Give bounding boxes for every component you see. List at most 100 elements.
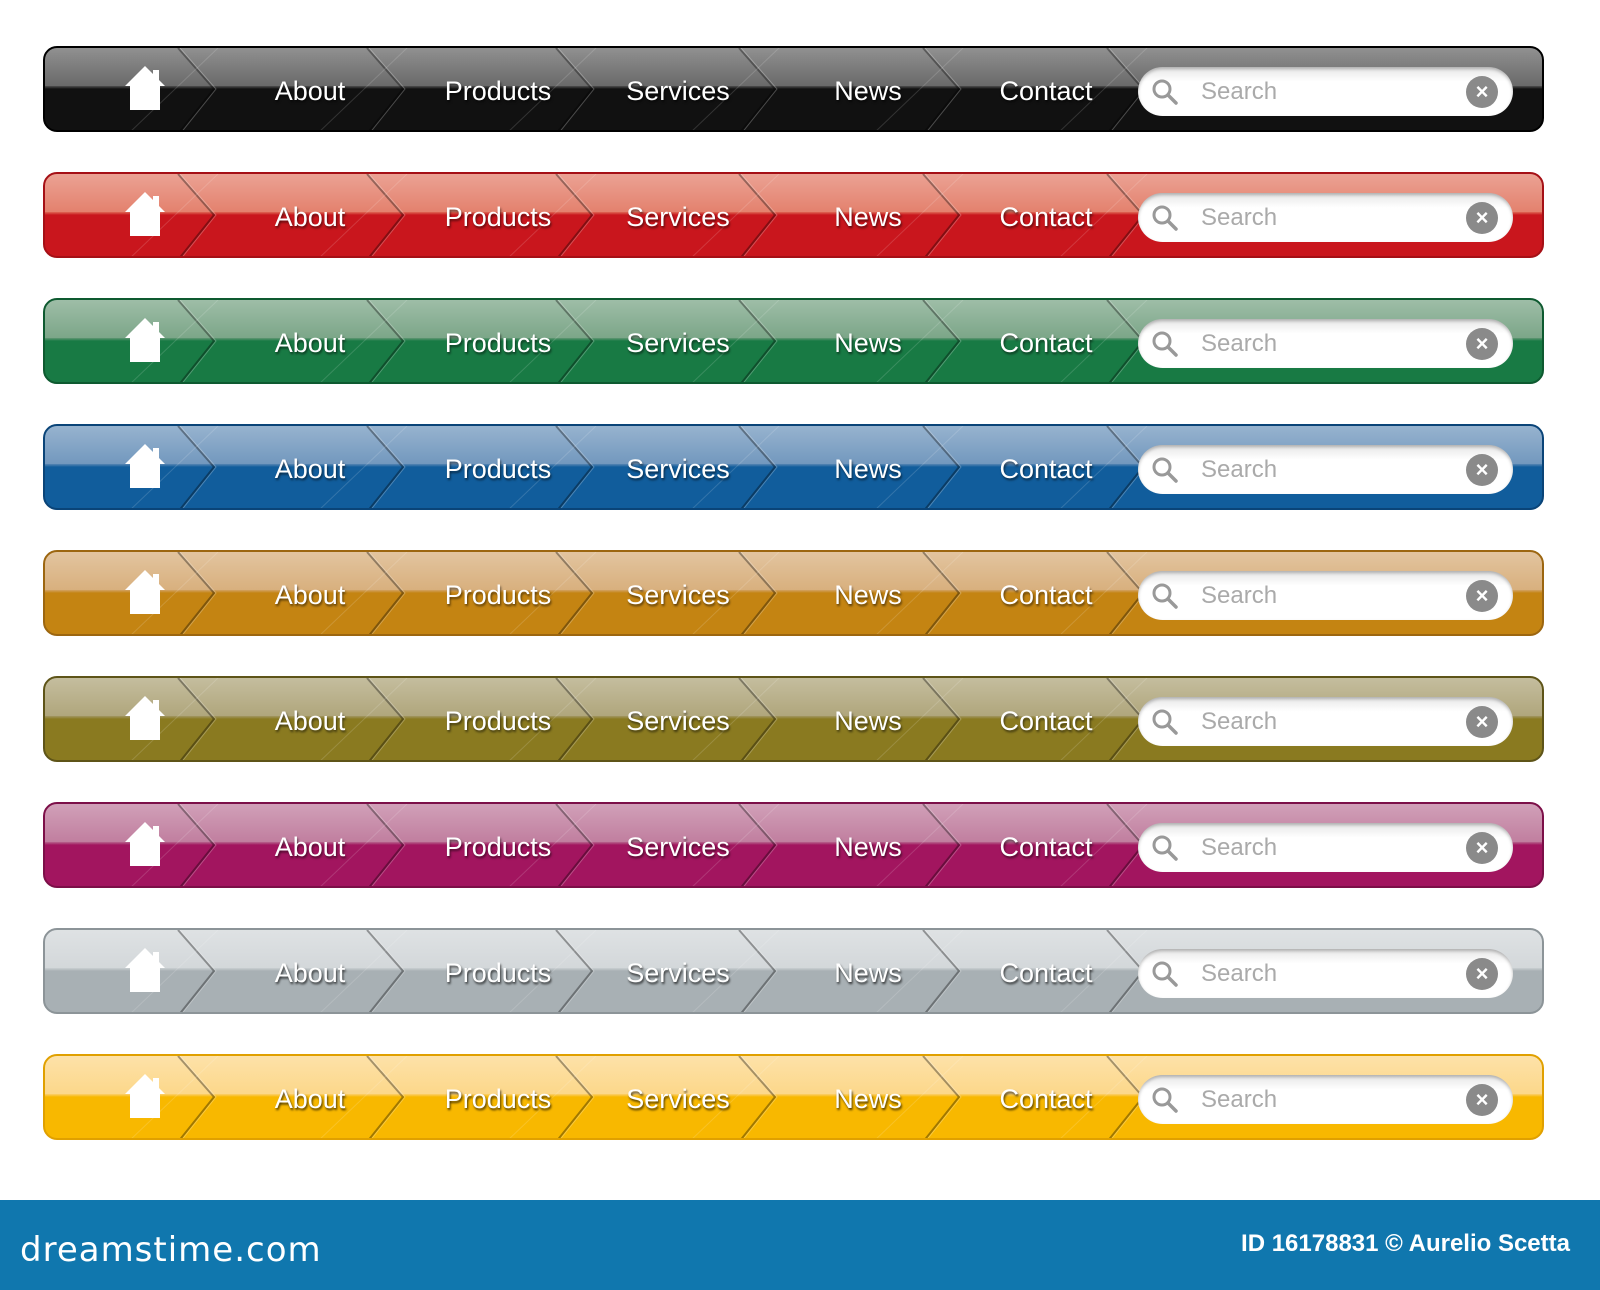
nav-item-about[interactable]: About — [274, 706, 346, 736]
nav-item-about[interactable]: About — [274, 328, 346, 358]
search-input[interactable]: Search × — [1138, 1075, 1513, 1124]
nav-item-news[interactable]: News — [834, 328, 902, 358]
nav-item-contact[interactable]: Contact — [999, 580, 1093, 610]
search-placeholder: Search — [1201, 582, 1278, 609]
search-input[interactable]: Search × — [1138, 193, 1513, 242]
nav-item-news[interactable]: News — [834, 580, 902, 610]
nav-item-news[interactable]: News — [834, 706, 902, 736]
nav-separator — [738, 1056, 777, 1138]
nav-separator — [366, 804, 405, 886]
diagonal-texture — [692, 678, 780, 760]
nav-item-contact[interactable]: Contact — [999, 76, 1093, 106]
nav-item-about[interactable]: About — [274, 958, 346, 988]
nav-separator-highlight — [740, 300, 778, 382]
nav-item-contact[interactable]: Contact — [999, 706, 1093, 736]
nav-item-services[interactable]: Services — [626, 1084, 730, 1114]
clear-x-icon[interactable]: × — [1466, 1084, 1498, 1116]
nav-item-news[interactable]: News — [834, 832, 902, 862]
nav-item-about[interactable]: About — [274, 454, 346, 484]
nav-separator-highlight — [368, 426, 406, 508]
nav-item-about[interactable]: About — [274, 202, 346, 232]
nav-item-contact[interactable]: Contact — [999, 958, 1093, 988]
nav-separator — [738, 552, 777, 634]
house-icon[interactable] — [123, 442, 167, 490]
clear-x-icon[interactable]: × — [1466, 328, 1498, 360]
search-input[interactable]: Search × — [1138, 697, 1513, 746]
separators — [131, 930, 1148, 1012]
nav-item-news[interactable]: News — [834, 202, 902, 232]
navbar-orange: About Products Services News Contact Search … — [43, 550, 1544, 636]
search-input[interactable]: Search × — [1138, 571, 1513, 620]
nav-item-news[interactable]: News — [834, 1084, 902, 1114]
nav-separator — [555, 48, 594, 130]
nav-item-contact[interactable]: Contact — [999, 454, 1093, 484]
navbar-blue: About Products Services News Contact Search … — [43, 424, 1544, 510]
nav-separator — [366, 48, 405, 130]
clear-x-icon[interactable]: × — [1466, 958, 1498, 990]
navbar-green: About Products Services News Contact Search … — [43, 298, 1544, 384]
search-input[interactable]: Search × — [1138, 949, 1513, 998]
nav-item-services[interactable]: Services — [626, 706, 730, 736]
nav-item-news[interactable]: News — [834, 76, 902, 106]
diagonal-texture — [509, 426, 597, 508]
nav-item-about[interactable]: About — [274, 1084, 346, 1114]
nav-item-products[interactable]: Products — [444, 328, 552, 358]
nav-item-contact[interactable]: Contact — [999, 202, 1093, 232]
nav-separator — [177, 804, 216, 886]
nav-item-contact[interactable]: Contact — [999, 832, 1093, 862]
nav-item-contact[interactable]: Contact — [999, 328, 1093, 358]
house-icon[interactable] — [123, 946, 167, 994]
nav-item-products[interactable]: Products — [444, 1084, 552, 1114]
nav-separator-highlight — [179, 426, 217, 508]
search-input[interactable]: Search × — [1138, 67, 1513, 116]
nav-separator — [922, 678, 961, 760]
diagonal-texture — [876, 174, 964, 256]
nav-separator — [555, 300, 594, 382]
house-icon[interactable] — [123, 1072, 167, 1120]
house-icon[interactable] — [123, 568, 167, 616]
nav-item-products[interactable]: Products — [444, 454, 552, 484]
nav-separator-highlight — [740, 426, 778, 508]
nav-item-services[interactable]: Services — [626, 328, 730, 358]
nav-item-products[interactable]: Products — [444, 580, 552, 610]
nav-item-products[interactable]: Products — [444, 706, 552, 736]
nav-item-services[interactable]: Services — [626, 832, 730, 862]
nav-item-services[interactable]: Services — [626, 76, 730, 106]
nav-item-services[interactable]: Services — [626, 454, 730, 484]
house-icon[interactable] — [123, 190, 167, 238]
clear-x-icon[interactable]: × — [1466, 832, 1498, 864]
clear-x-icon[interactable]: × — [1466, 76, 1498, 108]
nav-item-services[interactable]: Services — [626, 580, 730, 610]
nav-item-about[interactable]: About — [274, 76, 346, 106]
clear-x-icon[interactable]: × — [1466, 706, 1498, 738]
house-icon[interactable] — [123, 64, 167, 112]
diagonal-texture — [876, 678, 964, 760]
nav-separator-highlight — [179, 300, 217, 382]
separators — [131, 426, 1148, 508]
search-input[interactable]: Search × — [1138, 823, 1513, 872]
nav-item-products[interactable]: Products — [444, 76, 552, 106]
nav-item-news[interactable]: News — [834, 454, 902, 484]
nav-item-products[interactable]: Products — [444, 958, 552, 988]
nav-separator — [177, 174, 216, 256]
separators — [131, 552, 1148, 634]
nav-separator-highlight — [924, 48, 962, 130]
clear-x-icon[interactable]: × — [1466, 454, 1498, 486]
nav-item-products[interactable]: Products — [444, 202, 552, 232]
search-input[interactable]: Search × — [1138, 319, 1513, 368]
house-icon[interactable] — [123, 316, 167, 364]
nav-item-about[interactable]: About — [274, 832, 346, 862]
nav-item-services[interactable]: Services — [626, 958, 730, 988]
clear-x-icon[interactable]: × — [1466, 202, 1498, 234]
search-input[interactable]: Search × — [1138, 445, 1513, 494]
nav-separator — [555, 678, 594, 760]
nav-item-services[interactable]: Services — [626, 202, 730, 232]
clear-x-icon[interactable]: × — [1466, 580, 1498, 612]
nav-item-news[interactable]: News — [834, 958, 902, 988]
nav-item-products[interactable]: Products — [444, 832, 552, 862]
house-icon[interactable] — [123, 694, 167, 742]
nav-separator-highlight — [924, 1056, 962, 1138]
house-icon[interactable] — [123, 820, 167, 868]
nav-item-about[interactable]: About — [274, 580, 346, 610]
nav-item-contact[interactable]: Contact — [999, 1084, 1093, 1114]
